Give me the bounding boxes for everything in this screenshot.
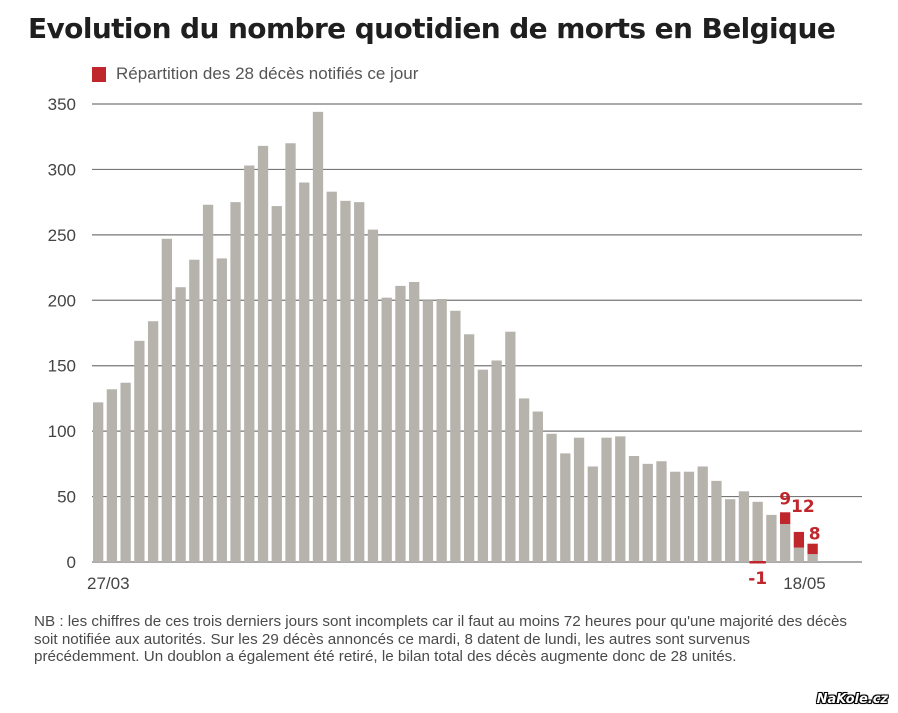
bar <box>120 382 131 562</box>
bar <box>697 466 708 562</box>
bar <box>587 466 598 562</box>
highlight-value-label: 12 <box>791 497 815 517</box>
bar <box>354 202 365 562</box>
highlight-value-label: 8 <box>809 525 821 545</box>
bar <box>189 259 200 562</box>
bar <box>615 436 626 562</box>
bar <box>93 402 104 562</box>
bar <box>738 491 750 562</box>
y-tick-label: 300 <box>48 160 76 179</box>
bar <box>367 229 379 562</box>
bar <box>436 298 447 562</box>
bar <box>134 340 145 562</box>
y-tick-label: 350 <box>48 95 76 114</box>
bar <box>202 204 214 562</box>
bar <box>161 238 172 563</box>
bar <box>477 369 489 562</box>
bar <box>147 321 159 562</box>
bar <box>340 200 351 562</box>
y-tick-label: 200 <box>48 291 76 310</box>
legend-swatch <box>92 66 106 82</box>
bar <box>573 437 585 562</box>
bar <box>518 398 530 562</box>
bar <box>560 453 571 562</box>
bar <box>725 499 736 562</box>
bar <box>491 360 502 562</box>
y-tick-label: 150 <box>48 357 76 376</box>
bar <box>230 202 241 562</box>
bar <box>299 182 310 562</box>
chart-title: Evolution du nombre quotidien de morts e… <box>28 12 836 45</box>
bar <box>244 165 255 562</box>
bar <box>326 191 337 562</box>
bar <box>780 524 791 562</box>
bar <box>257 145 269 563</box>
bar <box>271 206 282 562</box>
highlight-value-label: -1 <box>748 569 767 589</box>
highlight-bar <box>807 543 818 555</box>
bar <box>642 463 653 562</box>
highlight-bar <box>749 561 766 564</box>
legend-label: Répartition des 28 décès notifiés ce jou… <box>116 64 419 83</box>
bar <box>628 456 640 562</box>
bar <box>683 471 695 562</box>
highlight-bar <box>793 531 805 548</box>
legend: Répartition des 28 décès notifiés ce jou… <box>92 64 418 84</box>
bar <box>670 471 681 562</box>
bar <box>450 310 461 562</box>
bar <box>793 547 805 562</box>
bar <box>409 281 420 562</box>
y-tick-label: 100 <box>48 422 76 441</box>
bar <box>216 258 227 562</box>
bar <box>711 480 722 562</box>
y-tick-label: 50 <box>57 488 76 507</box>
footnote: NB : les chiffres de ces trois derniers … <box>34 613 848 665</box>
bar <box>807 554 818 562</box>
highlight-value-label: 9 <box>779 489 791 509</box>
bar <box>463 334 475 562</box>
y-tick-label: 250 <box>48 226 76 245</box>
y-tick-label: 0 <box>67 553 76 572</box>
bar <box>106 389 118 562</box>
bar-chart: 0 50 100 150 200 250 300 350 -1 9 12 8 27/03 18/05 <box>48 95 862 593</box>
bar <box>656 461 667 562</box>
bar <box>175 287 186 562</box>
bar <box>766 514 777 562</box>
bar <box>752 501 763 562</box>
bar <box>285 143 296 562</box>
bar <box>381 297 392 562</box>
highlight-bar <box>780 512 791 525</box>
watermark: NaKole.cz <box>816 692 888 707</box>
bar <box>422 300 434 562</box>
bar <box>601 437 612 562</box>
bar <box>546 433 557 562</box>
x-tick-label: 18/05 <box>783 574 826 593</box>
bar <box>395 285 406 562</box>
bar <box>505 331 516 562</box>
bar <box>312 111 324 562</box>
bar <box>532 411 543 562</box>
x-tick-label: 27/03 <box>87 574 130 593</box>
